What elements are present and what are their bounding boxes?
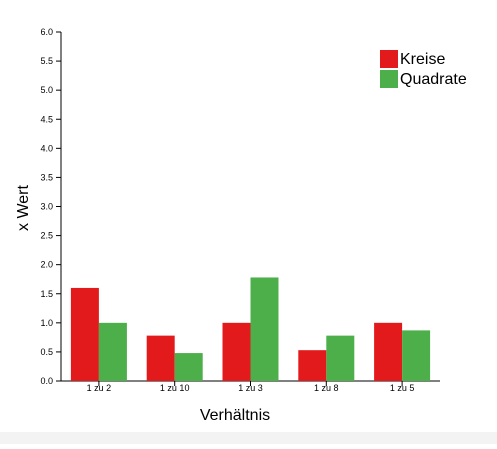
bar-kreise-4 (298, 350, 327, 381)
y-tick-label: 4.5 (40, 114, 53, 124)
y-tick-label: 0.5 (40, 347, 53, 357)
x-tick-label: 1 zu 10 (160, 383, 190, 393)
x-tick-label: 1 zu 3 (238, 383, 263, 393)
y-tick-label: 5.0 (40, 85, 53, 95)
y-axis-title: x Wert (15, 184, 32, 230)
legend-swatch-quadrate (380, 70, 398, 88)
y-tick-label: 2.0 (40, 260, 53, 270)
bar-quadrate-4 (326, 335, 355, 381)
bar-quadrate-1 (98, 322, 127, 381)
y-tick-label: 1.0 (40, 318, 53, 328)
x-tick-label: 1 zu 2 (87, 383, 112, 393)
bottom-strip (0, 432, 497, 444)
y-tick-label: 2.5 (40, 231, 53, 241)
y-tick-label: 3.0 (40, 202, 53, 212)
bar-quadrate-5 (402, 330, 431, 381)
bar-kreise-2 (146, 335, 175, 381)
bar-kreise-1 (70, 287, 99, 381)
y-tick-label: 6.0 (40, 27, 53, 37)
y-tick-label: 4.0 (40, 143, 53, 153)
y-axis: 0.0 0.5 1.0 1.5 2.0 2.5 3.0 3.5 4.0 4.5 5.0 5.5 6.0 (40, 27, 62, 386)
x-axis: 1 zu 2 1 zu 10 1 zu 3 1 zu 8 1 zu 5 (61, 380, 440, 393)
x-tick-label: 1 zu 5 (390, 383, 415, 393)
legend-label-kreise: Kreise (400, 51, 445, 68)
bar-quadrate-2 (174, 353, 203, 381)
legend-swatch-kreise (380, 50, 398, 68)
legend-label-quadrate: Quadrate (400, 71, 467, 88)
y-tick-label: 5.5 (40, 56, 53, 66)
legend: Kreise Quadrate (380, 50, 467, 88)
bars (70, 277, 431, 381)
y-tick-label: 1.5 (40, 289, 53, 299)
x-axis-title: Verhältnis (200, 407, 270, 424)
bar-kreise-3 (222, 322, 251, 381)
y-tick-label: 0.0 (40, 376, 53, 386)
x-tick-label: 1 zu 8 (314, 383, 339, 393)
y-tick-label: 3.5 (40, 172, 53, 182)
bar-kreise-5 (374, 322, 403, 381)
bar-quadrate-3 (250, 277, 279, 381)
